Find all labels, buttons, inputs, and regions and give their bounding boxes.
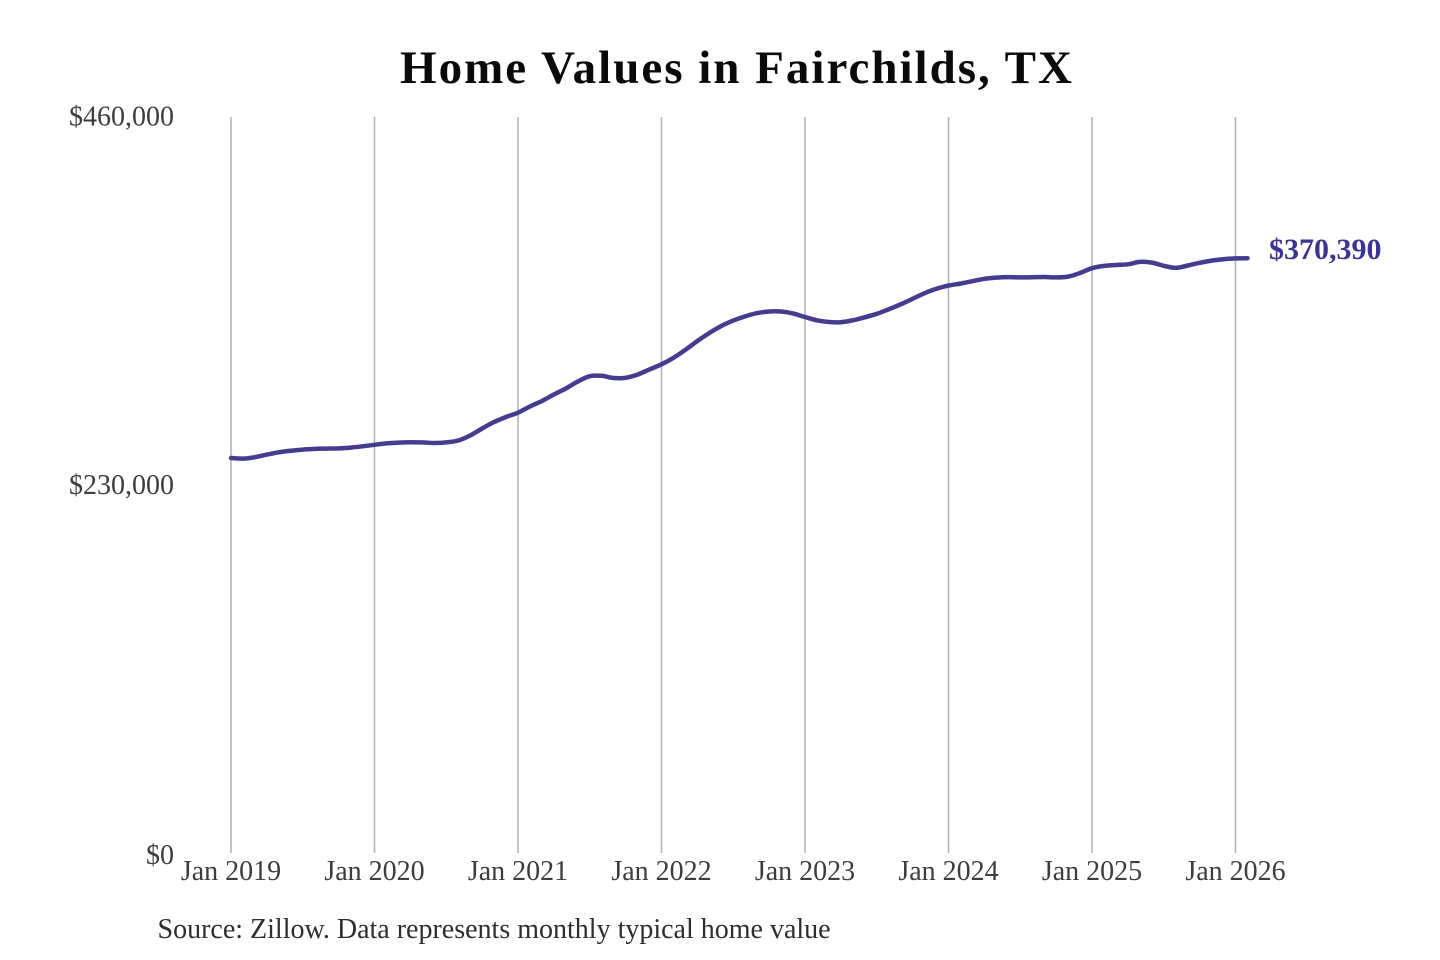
- svg-text:Source: Zillow. Data represent: Source: Zillow. Data represents monthly …: [158, 914, 831, 945]
- svg-text:$460,000: $460,000: [69, 102, 174, 133]
- svg-text:Jan 2019: Jan 2019: [181, 856, 281, 887]
- svg-text:Jan 2025: Jan 2025: [1042, 856, 1142, 887]
- svg-text:$230,000: $230,000: [69, 470, 174, 501]
- svg-text:Jan 2020: Jan 2020: [324, 856, 424, 887]
- svg-text:Jan 2021: Jan 2021: [468, 856, 568, 887]
- svg-text:$370,390: $370,390: [1269, 233, 1382, 266]
- svg-text:Jan 2024: Jan 2024: [898, 856, 998, 887]
- svg-text:Home Values in Fairchilds, TX: Home Values in Fairchilds, TX: [400, 42, 1074, 94]
- svg-text:Jan 2026: Jan 2026: [1185, 856, 1285, 887]
- svg-text:$0: $0: [146, 840, 174, 871]
- svg-text:Jan 2022: Jan 2022: [611, 856, 711, 887]
- svg-text:Jan 2023: Jan 2023: [755, 856, 855, 887]
